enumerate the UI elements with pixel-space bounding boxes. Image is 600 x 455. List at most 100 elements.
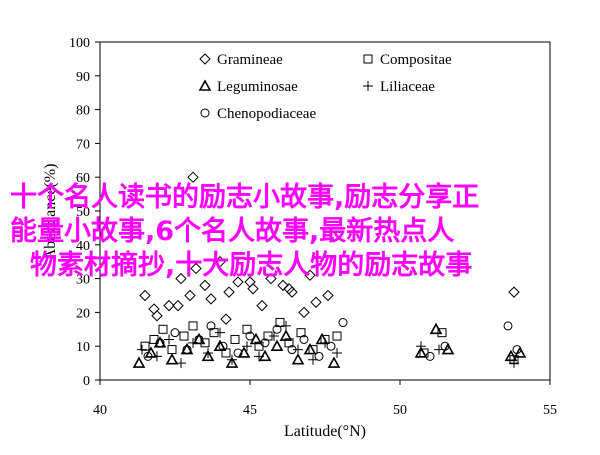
point-gramineae	[214, 255, 226, 268]
point-gramineae	[508, 286, 520, 298]
point-liliaceae	[281, 320, 291, 331]
point-leguminosae	[132, 356, 146, 368]
point-chenopodiaceae	[182, 345, 192, 355]
point-gramineae	[304, 269, 316, 281]
point-leguminosae	[165, 353, 179, 365]
point-leguminosae	[249, 332, 263, 345]
point-gramineae	[223, 286, 235, 298]
overlay-text: 十个名人读书的励志小故事,励志分享正 能量小故事,6个名人故事,最新热点人 物素…	[0, 181, 600, 283]
legend-label-gramineae: Gramineae	[217, 52, 283, 68]
x-tick-label: 55	[543, 403, 557, 418]
legend-label-leguminosae: Leguminosae	[217, 79, 298, 95]
legend: Gramineae Compositae Leguminosae Liliaceae C…	[198, 52, 452, 122]
point-chenopodiaceae	[287, 345, 297, 355]
point-gramineae	[199, 279, 211, 292]
point-liliaceae	[176, 358, 186, 369]
point-chenopodiaceae	[194, 334, 204, 344]
point-gramineae	[187, 171, 199, 183]
y-tick-label: 70	[76, 137, 90, 152]
point-liliaceae	[215, 327, 225, 338]
point-compositae	[332, 331, 342, 341]
point-gramineae	[286, 286, 298, 298]
point-leguminosae	[414, 346, 428, 358]
point-leguminosae	[225, 356, 239, 368]
point-gramineae	[244, 276, 256, 288]
y-tick-label: 40	[76, 239, 90, 254]
overlay-line-1: 十个名人读书的励志小故事,励志分享正	[10, 182, 480, 213]
point-gramineae	[256, 299, 268, 312]
x-tick-label: 45	[243, 403, 257, 418]
legend-label-compositae: Compositae	[380, 52, 452, 68]
point-gramineae	[175, 272, 187, 285]
point-chenopodiaceae	[260, 338, 270, 348]
point-chenopodiaceae	[512, 345, 522, 355]
point-liliaceae	[227, 354, 237, 365]
point-leguminosae	[327, 356, 341, 368]
point-chenopodiaceae	[233, 348, 243, 358]
point-chenopodiaceae	[218, 341, 228, 351]
point-leguminosae	[513, 346, 527, 358]
point-liliaceae	[332, 347, 342, 358]
point-compositae	[188, 321, 198, 331]
point-chenopodiaceae	[245, 331, 255, 341]
point-liliaceae	[269, 331, 279, 342]
point-chenopodiaceae	[338, 318, 348, 328]
point-chenopodiaceae	[326, 341, 336, 351]
point-liliaceae	[293, 344, 303, 355]
point-chenopodiaceae	[170, 328, 180, 338]
point-liliaceae	[416, 341, 426, 352]
point-leguminosae	[201, 349, 215, 362]
point-leguminosae	[291, 353, 305, 365]
point-chenopodiaceae	[503, 321, 513, 331]
point-compositae	[230, 334, 240, 344]
point-gramineae	[220, 313, 232, 325]
point-gramineae	[310, 296, 322, 308]
y-tick-label: 10	[76, 340, 90, 355]
y-tick-label: 100	[69, 36, 90, 51]
point-leguminosae	[279, 329, 293, 341]
point-compositae	[158, 324, 168, 334]
point-chenopodiaceae	[314, 351, 324, 361]
point-gramineae	[232, 276, 244, 288]
point-liliaceae	[509, 358, 519, 369]
point-chenopodiaceae	[206, 321, 216, 331]
point-chenopodiaceae	[272, 324, 282, 334]
legend-marker-liliaceae	[363, 81, 373, 91]
y-tick-label: 0	[83, 374, 90, 389]
legend-marker-chenopodiaceae	[200, 108, 210, 118]
point-chenopodiaceae	[425, 351, 435, 361]
point-liliaceae	[254, 351, 264, 362]
point-gramineae	[265, 272, 277, 285]
overlay-line-2: 能量小故事,6个名人故事,最新热点人	[10, 216, 455, 247]
legend-marker-gramineae	[199, 53, 211, 65]
y-tick-label: 20	[76, 306, 90, 321]
point-chenopodiaceae	[440, 341, 450, 351]
point-liliaceae	[164, 334, 174, 345]
x-axis-label: Latitude(°N)	[284, 423, 366, 440]
point-gramineae	[205, 293, 217, 305]
point-liliaceae	[152, 351, 162, 362]
point-gramineae	[283, 283, 295, 295]
legend-label-chenopodiaceae: Chenopodiaceae	[217, 106, 316, 122]
point-leguminosae	[270, 339, 284, 352]
point-liliaceae	[242, 341, 252, 352]
y-tick-label: 90	[76, 70, 90, 85]
point-liliaceae	[203, 347, 213, 358]
axes: 0 10 20 30 40 50 60 70 80 90 100 40 45 50 55	[69, 36, 557, 418]
point-gramineae	[184, 289, 196, 302]
y-tick-label: 30	[76, 273, 90, 288]
point-chenopodiaceae	[143, 351, 153, 361]
point-gramineae	[190, 262, 202, 275]
y-tick-label: 50	[76, 205, 90, 220]
point-compositae	[179, 331, 189, 341]
point-gramineae	[163, 299, 175, 312]
legend-marker-leguminosae	[198, 79, 212, 91]
legend-marker-compositae	[363, 54, 373, 64]
data-marks	[132, 171, 527, 369]
point-gramineae	[172, 299, 184, 312]
point-gramineae	[139, 289, 151, 302]
overlay-line-3: 物素材摘抄,十大励志人物的励志故事	[30, 250, 473, 281]
x-tick-label: 50	[393, 403, 407, 418]
point-chenopodiaceae	[155, 338, 165, 348]
